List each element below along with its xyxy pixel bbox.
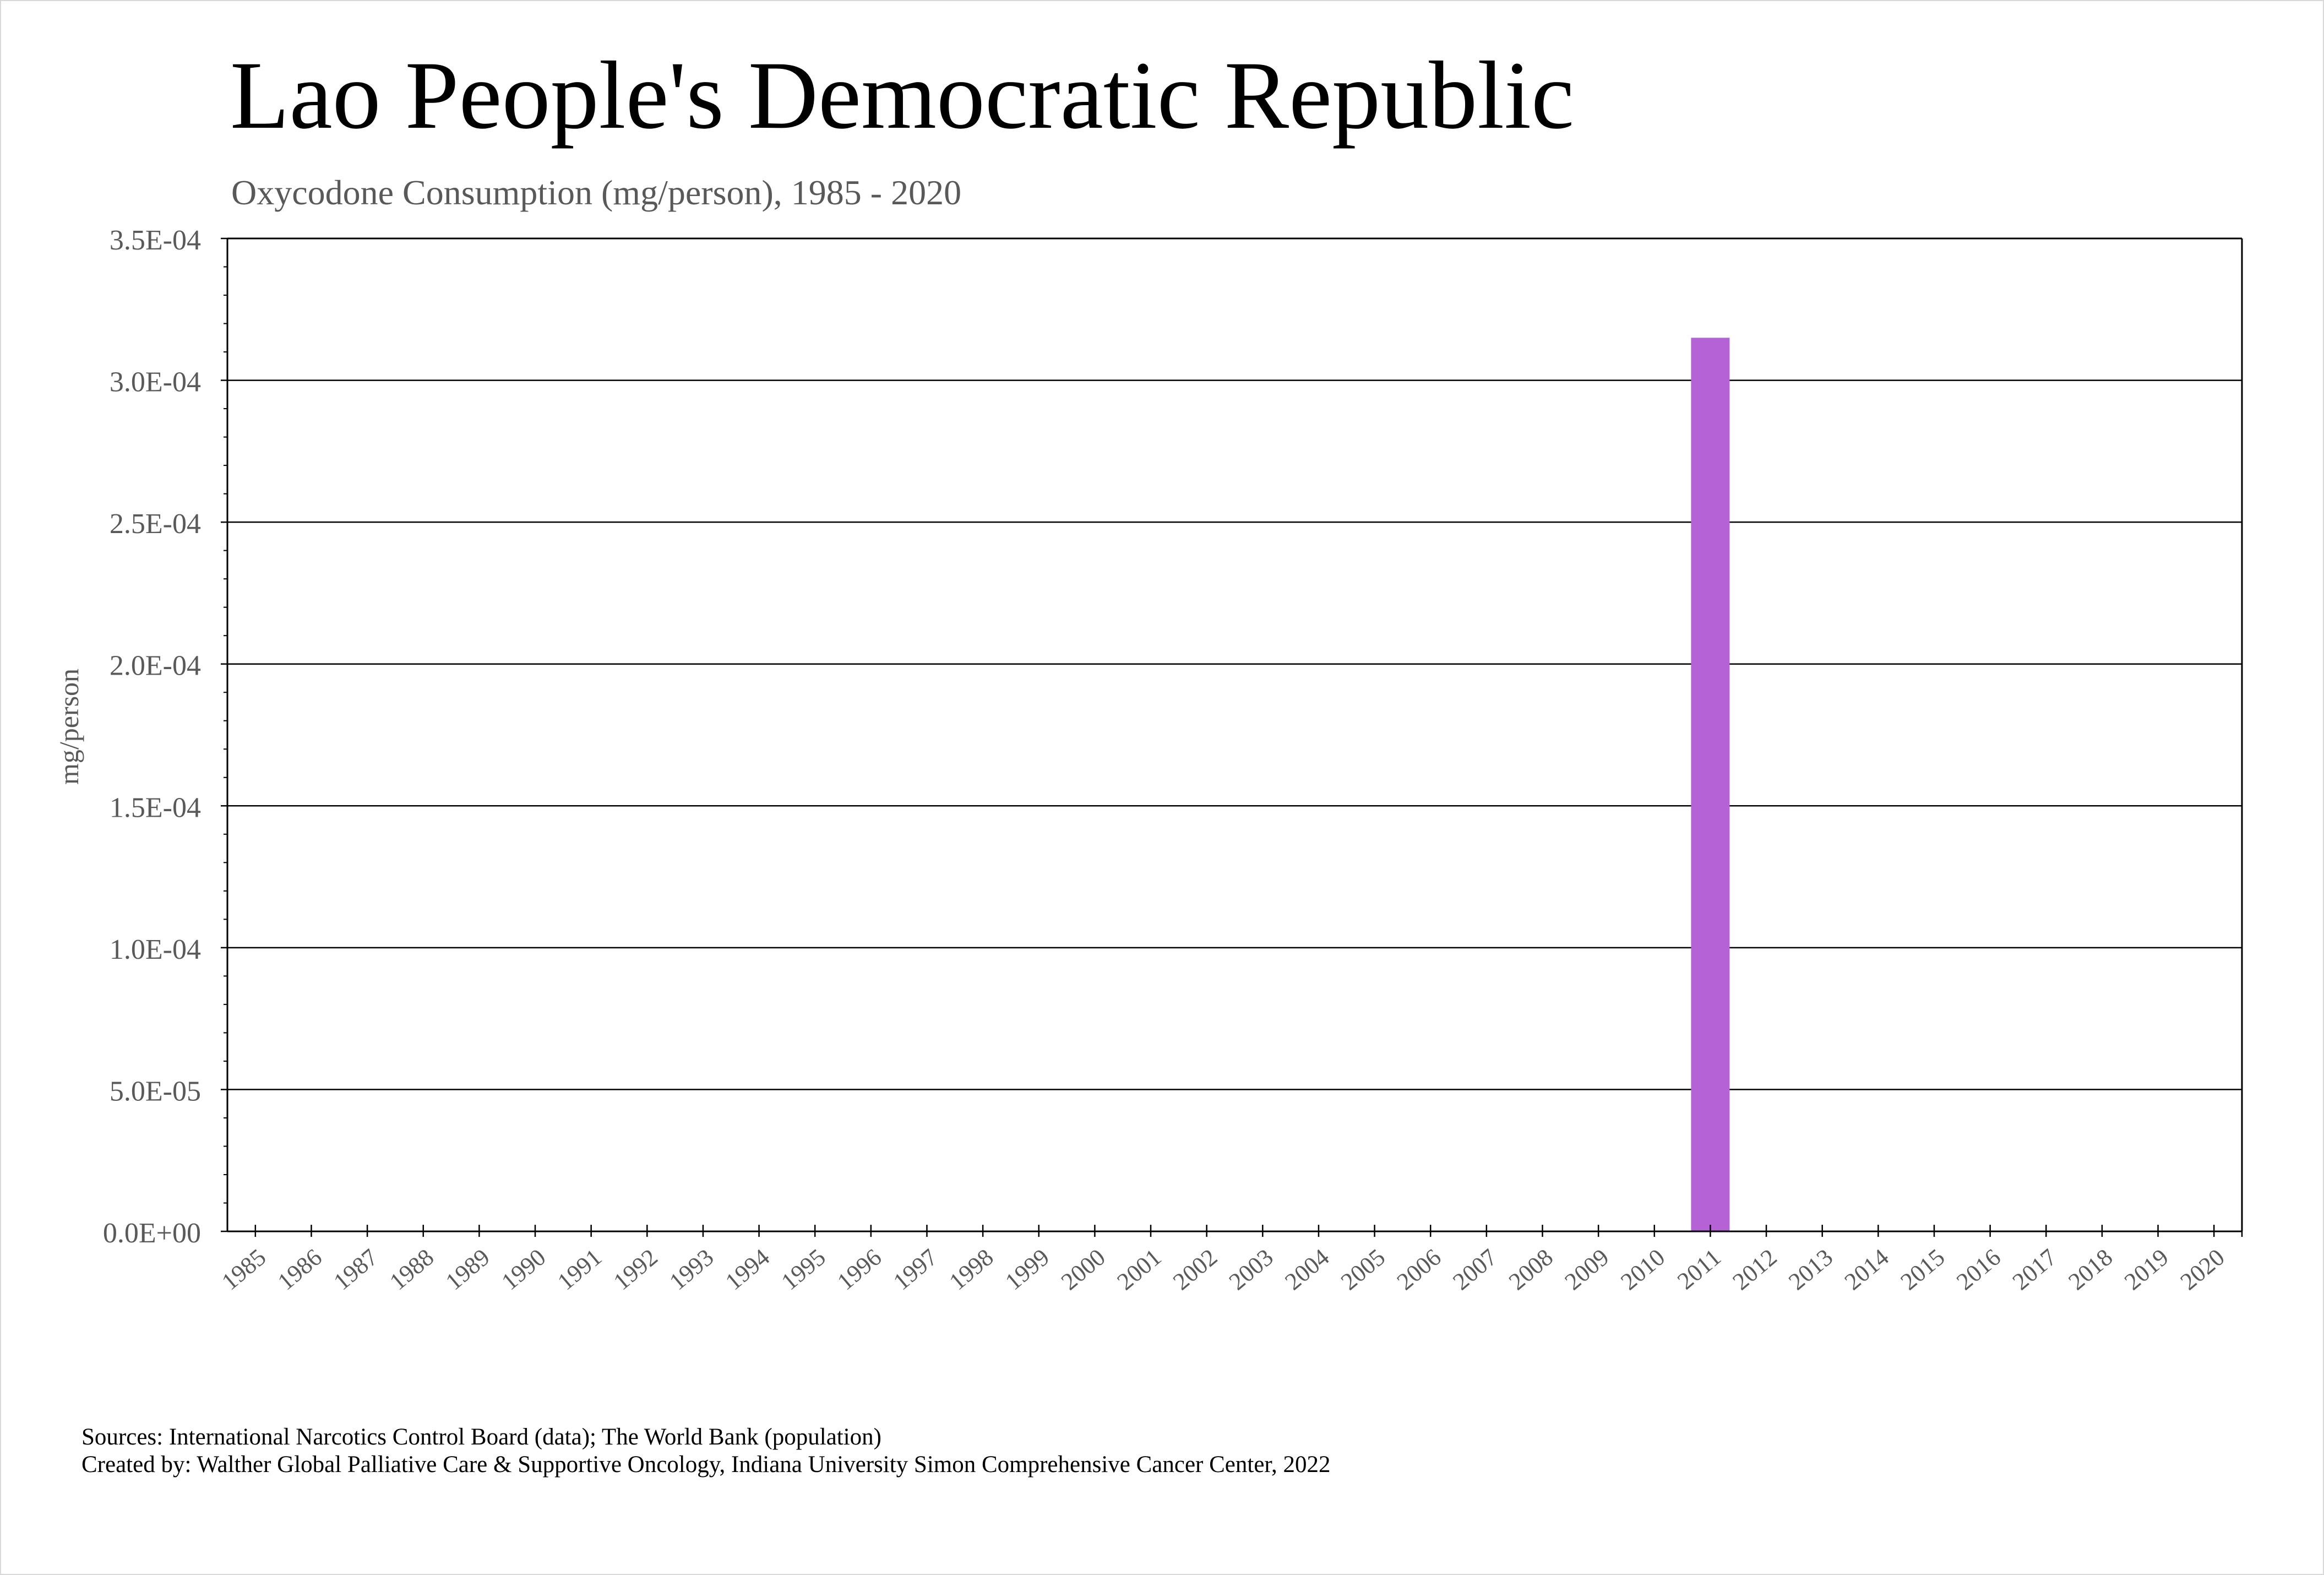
x-tick-label: 2006: [1392, 1243, 1446, 1295]
x-tick-label: 1988: [384, 1243, 439, 1295]
y-tick-label: 3.0E-04: [110, 367, 201, 398]
y-tick-label: 2.5E-04: [110, 508, 201, 540]
created-by-note: Created by: Walther Global Palliative Ca…: [81, 1452, 1331, 1478]
x-tick-label: 2007: [1447, 1243, 1502, 1295]
axis-labels: 0.0E+00 5.0E-05 1.0E-04 1.5E-04 2.0E-04 2.5E-…: [53, 225, 2230, 1295]
y-tick-label: 5.0E-05: [110, 1076, 201, 1107]
x-tick-label: 2010: [1615, 1243, 1670, 1295]
x-tick-label: 1992: [608, 1243, 663, 1295]
x-tick-label: 2019: [2119, 1243, 2174, 1295]
x-tick-label: 1990: [497, 1243, 551, 1295]
x-tick-label: 1986: [273, 1243, 327, 1295]
y-tick-label: 0.0E+00: [103, 1218, 201, 1249]
x-tick-label: 2012: [1728, 1243, 1782, 1295]
x-tick-label: 1989: [440, 1243, 495, 1295]
x-tick-label: 1994: [720, 1243, 775, 1295]
gridlines: [227, 237, 2242, 1090]
x-tick-label: 1997: [888, 1243, 943, 1295]
y-tick-label: 1.5E-04: [110, 792, 201, 823]
x-tick-label: 2001: [1112, 1243, 1167, 1295]
y-tick-label: 3.5E-04: [110, 225, 201, 256]
x-tick-label: 2014: [1839, 1243, 1894, 1295]
chart-title: Lao People's Democratic Republic: [230, 42, 1575, 149]
x-tick-label: 2016: [1951, 1243, 2006, 1295]
x-tick-label: 2008: [1504, 1243, 1558, 1295]
x-tick-label: 1985: [216, 1243, 271, 1295]
x-tick-label: 1998: [944, 1243, 999, 1295]
x-tick-label: 2011: [1672, 1243, 1726, 1295]
x-tick-label: 2009: [1560, 1243, 1614, 1295]
x-tick-label: 1993: [664, 1243, 719, 1295]
bar-2011: [1691, 338, 1730, 1231]
y-axis-label: mg/person: [53, 669, 84, 785]
x-tick-label: 1987: [329, 1243, 383, 1295]
axes: [221, 237, 2243, 1237]
y-tick-label: 2.0E-04: [110, 650, 201, 682]
x-tick-label: 2004: [1280, 1243, 1334, 1295]
bars: [1691, 338, 1730, 1231]
x-tick-label: 2018: [2063, 1243, 2118, 1295]
sources-note: Sources: International Narcotics Control…: [81, 1424, 881, 1450]
x-tick-label: 1991: [552, 1243, 607, 1295]
x-tick-label: 1996: [832, 1243, 886, 1295]
x-tick-label: 2003: [1224, 1243, 1278, 1295]
y-tick-label: 1.0E-04: [110, 934, 201, 965]
x-tick-label: 2013: [1783, 1243, 1838, 1295]
x-tick-label: 2015: [1896, 1243, 1950, 1295]
x-tick-label: 2000: [1056, 1243, 1111, 1295]
chart-subtitle: Oxycodone Consumption (mg/person), 1985 …: [231, 173, 962, 212]
x-tick-label: 2002: [1168, 1243, 1222, 1295]
x-tick-label: 2005: [1336, 1243, 1390, 1295]
x-tick-label: 2017: [2007, 1243, 2062, 1295]
x-tick-label: 1995: [776, 1243, 831, 1295]
x-tick-label: 2020: [2175, 1243, 2230, 1295]
x-tick-label: 1999: [1000, 1243, 1054, 1295]
